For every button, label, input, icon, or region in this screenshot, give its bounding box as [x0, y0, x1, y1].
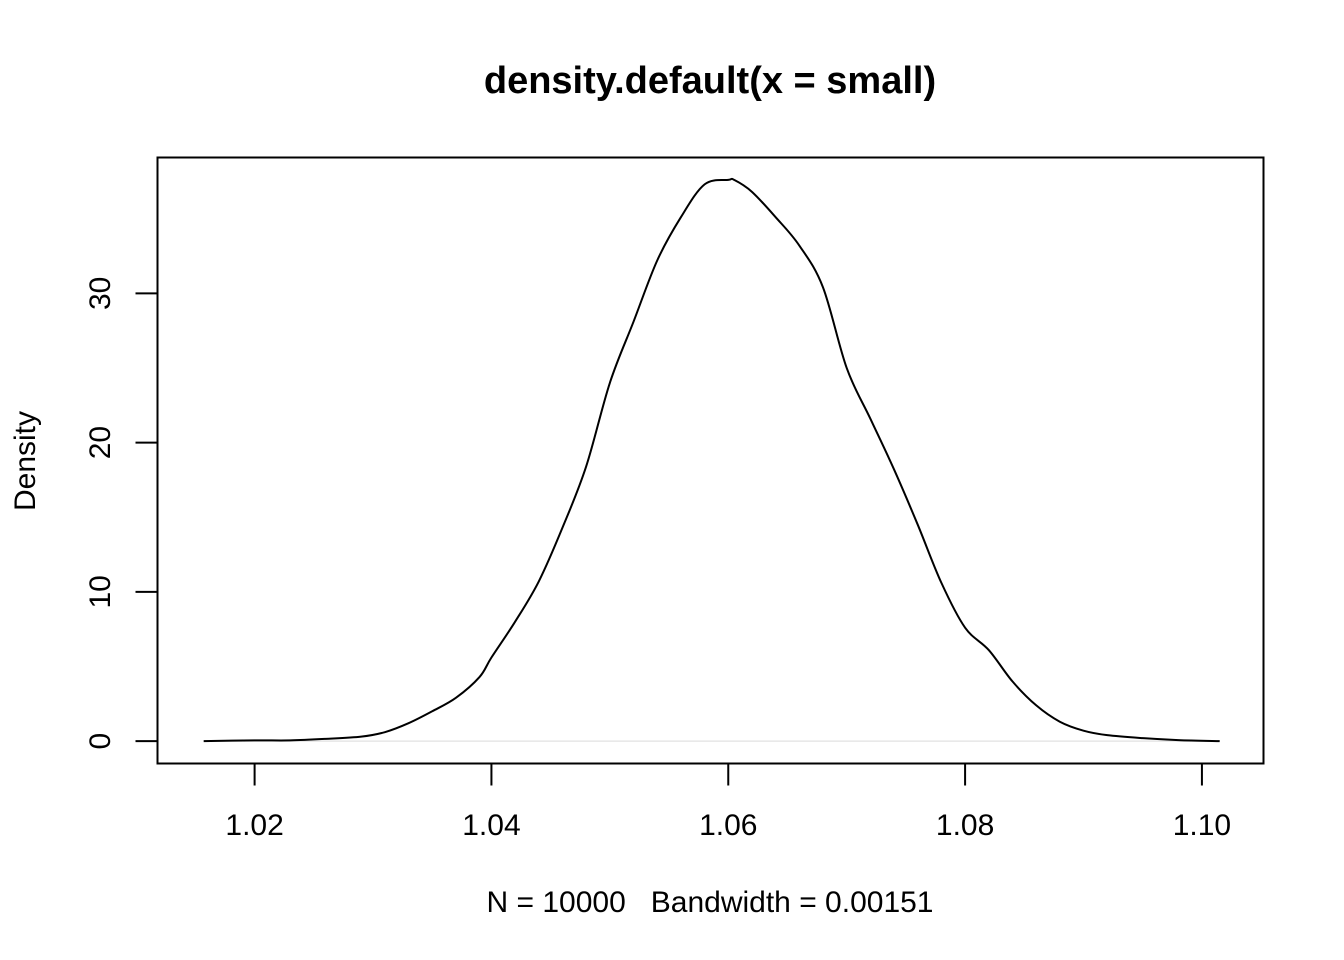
- y-tick-label: 30: [84, 277, 117, 310]
- x-tick-label: 1.04: [462, 809, 520, 842]
- y-axis-label: Density: [9, 411, 42, 511]
- plot-frame: [156, 156, 1265, 765]
- x-tick-label: 1.06: [699, 809, 757, 842]
- x-tick-label: 1.02: [225, 809, 283, 842]
- y-tick-label: 10: [84, 575, 117, 608]
- y-axis: 0 10 20 30: [84, 277, 158, 750]
- x-tick-label: 1.10: [1173, 809, 1231, 842]
- chart-title: density.default(x = small): [484, 60, 936, 102]
- x-tick-label: 1.08: [936, 809, 994, 842]
- x-axis: 1.02 1.04 1.06 1.08 1.10: [225, 763, 1231, 842]
- x-axis-label: N = 10000 Bandwidth = 0.00151: [486, 886, 933, 919]
- y-tick-label: 0: [84, 733, 117, 750]
- y-tick-label: 20: [84, 426, 117, 459]
- density-curve: [203, 177, 1220, 743]
